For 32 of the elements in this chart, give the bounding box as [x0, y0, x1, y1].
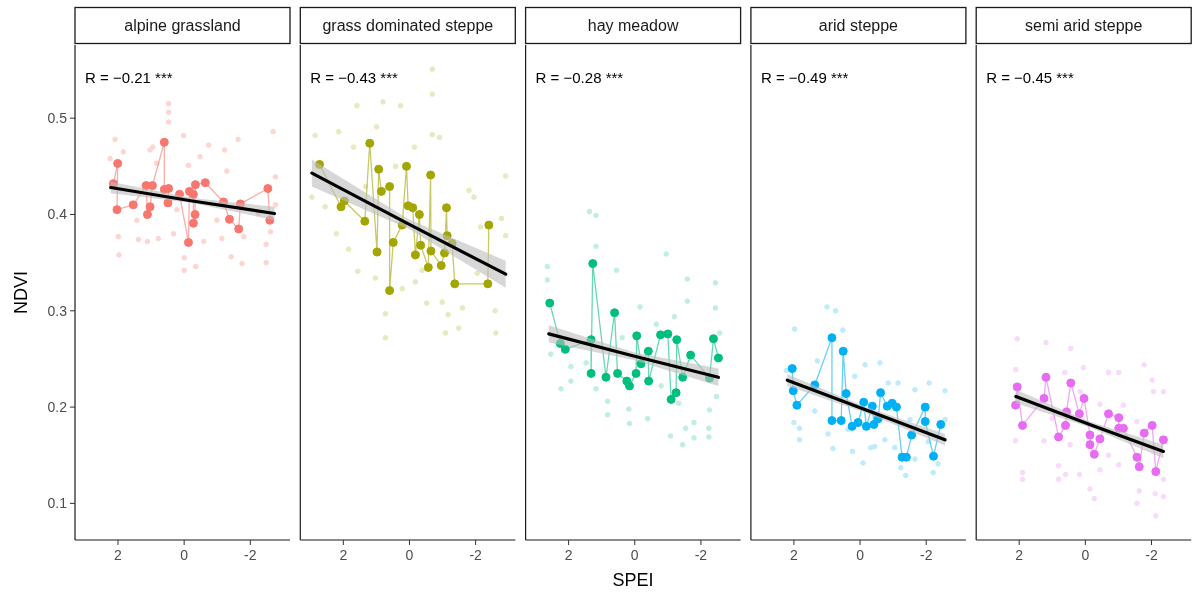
annotation: R = −0.49 *** [760, 69, 849, 86]
x-tick-label: 0 [1081, 547, 1090, 563]
x-tick-label: 2 [790, 547, 798, 563]
x-tick-label: 0 [856, 547, 865, 563]
y-tick-label: 0.4 [47, 206, 68, 223]
annotation: R = −0.21 *** [85, 69, 173, 86]
y-tick-label: 0.3 [47, 302, 68, 319]
chart-title: grass dominated steppe [322, 16, 494, 34]
annotation: R = −0.28 *** [535, 69, 624, 86]
x-tick-label: 2 [1015, 547, 1024, 563]
chart-title: hay meadow [587, 16, 679, 34]
chart-title: alpine grassland [124, 16, 241, 34]
x-tick-label: -2 [694, 547, 708, 563]
y-tick-label: 0.2 [47, 399, 68, 416]
x-tick-label: -2 [244, 547, 257, 563]
x-tick-label: -2 [469, 547, 483, 563]
y-tick-label: 0.1 [47, 495, 68, 512]
x-tick-label: -2 [1145, 547, 1158, 563]
x-tick-label: -2 [919, 547, 933, 563]
x-axis-title: SPEI [612, 570, 654, 590]
chart-title: arid steppe [818, 16, 899, 34]
x-tick-label: 2 [114, 547, 123, 563]
x-tick-label: 2 [564, 547, 573, 563]
y-axis-title: NDVI [11, 270, 31, 315]
chart-title: semi arid steppe [1025, 16, 1143, 34]
x-tick-label: 0 [180, 547, 189, 563]
x-tick-label: 2 [339, 547, 348, 563]
y-tick-label: 0.5 [47, 110, 68, 127]
annotation: R = −0.43 *** [310, 69, 399, 86]
x-tick-label: 0 [405, 547, 414, 563]
annotation: R = −0.45 *** [986, 69, 1074, 86]
x-tick-label: 0 [630, 547, 639, 563]
